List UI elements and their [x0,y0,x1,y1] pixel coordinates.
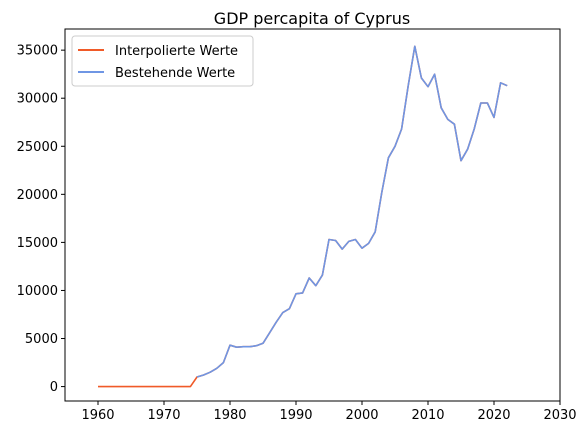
x-tick-label: 1960 [81,408,114,423]
y-tick-label: 0 [50,380,58,395]
chart-title: GDP percapita of Cyprus [214,9,410,28]
y-tick-label: 15000 [17,236,58,251]
series-line-existing [196,45,508,378]
legend-box [71,35,254,87]
axes: 1960 1970 1980 1990 2000 2010 2020 2030 0 5000 100… [17,44,577,423]
axes-frame [64,28,561,402]
x-tick-label: 2020 [477,408,510,423]
y-tick-label: 25000 [17,140,58,155]
x-tick-label: 2030 [543,408,576,423]
y-tick-label: 30000 [17,92,58,107]
legend: Interpolierte Werte Bestehende Werte [71,35,254,87]
y-tick-label: 35000 [17,44,58,59]
x-tick-label: 2000 [345,408,378,423]
x-tick-label: 1980 [213,408,246,423]
y-tick-label: 20000 [17,188,58,203]
x-tick-label: 1990 [279,408,312,423]
legend-label-existing: Bestehende Werte [115,66,235,81]
plot-area [98,45,508,388]
x-tick-label: 1970 [147,408,180,423]
legend-label-interpolated: Interpolierte Werte [115,44,238,59]
y-tick-label: 5000 [25,332,58,347]
y-tick-label: 10000 [17,284,58,299]
x-tick-label: 2010 [411,408,444,423]
